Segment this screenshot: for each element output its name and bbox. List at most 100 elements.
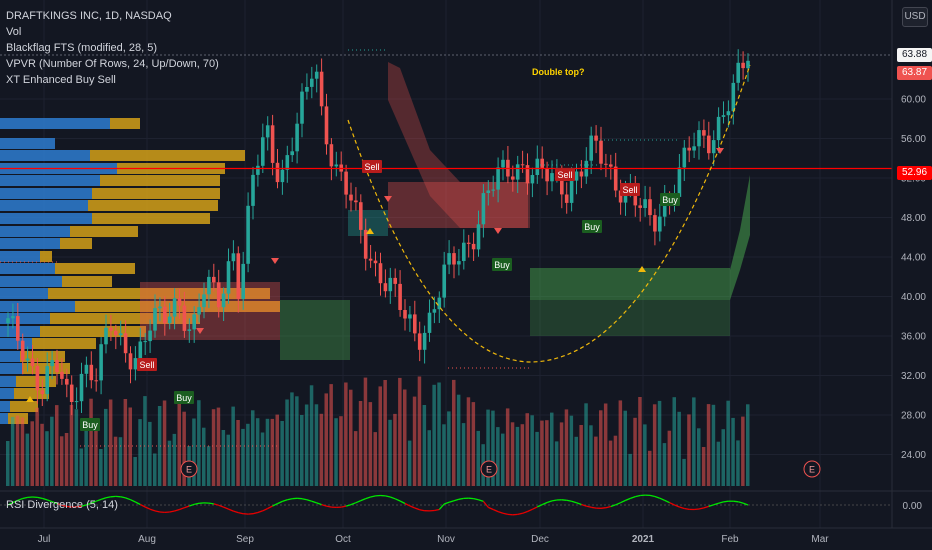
candle-body [373,260,378,264]
volume-bar [530,415,534,486]
rsi-line [615,502,621,506]
volume-bar [314,404,319,486]
rsi-line [434,508,440,512]
volume-bar [731,417,735,486]
volume-bar [554,441,559,486]
volume-bar [113,436,118,486]
candle-body [530,175,535,184]
volume-bar [128,407,132,486]
legend-title[interactable]: DRAFTKINGS INC, 1D, NASDAQ [6,10,172,22]
volume-bar [603,403,608,486]
vpvr-row-down [62,276,112,287]
candles [6,49,750,416]
rsi-legend[interactable]: RSI Divergence (5, 14) [6,499,118,511]
candle-body [618,190,623,203]
currency-button[interactable]: USD [902,7,928,27]
candle-body [261,137,265,166]
candle-body [481,193,486,225]
rsi-line [453,498,460,502]
volume-bar [329,384,333,486]
volume-bar [69,404,74,486]
legend-xt-buysell[interactable]: XT Enhanced Buy Sell [6,74,116,86]
rsi-line [345,503,352,507]
band-right-green [730,175,750,300]
volume-bar [108,399,113,486]
candle-body [731,82,736,112]
volume-bar [280,421,284,486]
buy-signal: Buy [174,391,194,404]
candle-body [280,169,285,183]
price-tick-label: 44.00 [901,253,926,264]
legend-blackflag[interactable]: Blackflag FTS (modified, 28, 5) [6,42,158,54]
rsi-tick-label: 0.00 [903,501,923,512]
vpvr-row-down [48,288,270,299]
candle-body [295,123,299,152]
earnings-marker-text: E [809,465,815,475]
volume-bar [417,376,422,486]
rsi-line [233,510,239,514]
volume-bar [447,411,451,486]
rsi-line [306,499,312,502]
rsi-line [194,502,200,506]
candle-body [398,283,402,310]
vpvr-row-down [50,313,200,324]
rsi-line [238,511,244,515]
candle-body [231,253,236,262]
candle-body [452,253,456,265]
candle-body [711,140,716,154]
volume-bar [211,409,216,486]
time-tick-label: Jul [38,534,51,545]
candle-body [427,312,432,333]
candle-body [50,360,54,367]
vpvr-row-up [0,213,92,224]
volume-bar [427,430,431,486]
candle-body [20,340,25,361]
volume-bar [422,405,427,486]
legend-volume[interactable]: Vol [6,26,22,38]
volume-bar [471,402,476,486]
candle-body [716,116,721,141]
overlays [0,49,892,447]
rsi-line [527,508,533,513]
volume-bar [153,453,157,486]
rsi-line [473,497,479,501]
vpvr-row-up [0,188,92,199]
signals: Sell Sell Sell Sell Buy Buy Buy Buy Buy E E E [26,148,821,478]
vpvr-row-up [0,288,48,299]
buy-signal-text: Buy [584,222,600,232]
vpvr-row-up [0,313,50,324]
rsi-line [723,500,729,503]
vpvr-row-down [14,388,49,399]
candle-body [721,115,726,117]
candle-body [520,164,525,166]
legend-vpvr[interactable]: VPVR (Number Of Rows, 24, Up/Down, 70) [6,58,219,70]
buy-signal: Buy [660,193,680,206]
candle-body [741,62,745,69]
candle-body [677,167,682,197]
volume-bar [687,414,691,486]
volume-bar [574,436,578,486]
candle-body [143,341,147,343]
rsi-line [174,508,180,512]
vpvr-row-down [92,213,210,224]
time-tick-label: Nov [437,534,455,545]
volume-bar [216,407,221,486]
volume-bar [525,413,529,486]
sell-signal-box [137,358,157,371]
volume-bar [520,424,525,486]
rsi-line [22,496,28,500]
candle-body [207,276,211,295]
rsi-line [95,498,102,502]
candle-body [746,60,750,69]
volume-bar [275,414,279,486]
candle-body [437,297,442,310]
volume-bar [662,443,667,486]
volume-bar [706,404,711,486]
candle-body [65,378,69,385]
candle-body [359,202,363,230]
rsi-line [684,507,690,511]
rsi-line [355,500,362,504]
volume-bar [79,448,83,486]
buy-signal-box [582,220,602,233]
